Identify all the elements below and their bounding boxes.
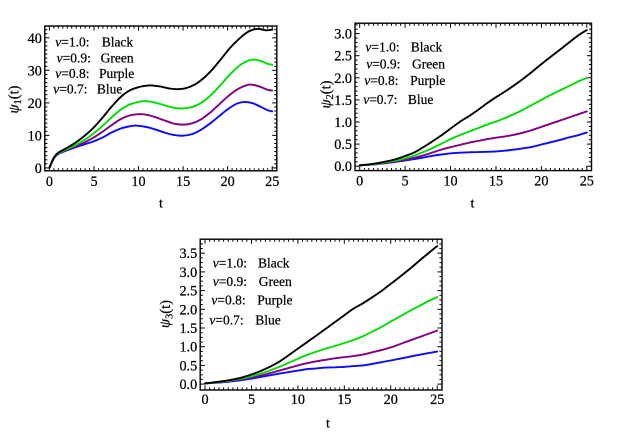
svg-text:0.0: 0.0 [179, 377, 197, 393]
svg-text:ν=0.9:: ν=0.9: [57, 51, 91, 66]
svg-text:Blue: Blue [97, 82, 123, 97]
svg-text:40: 40 [28, 31, 42, 47]
svg-text:5: 5 [248, 392, 255, 408]
svg-text:1.5: 1.5 [179, 321, 197, 337]
svg-text:25: 25 [430, 392, 444, 408]
svg-text:1.0: 1.0 [179, 340, 197, 356]
svg-text:Green: Green [412, 57, 445, 72]
svg-text:10: 10 [28, 128, 42, 144]
svg-text:Blue: Blue [255, 313, 281, 328]
svg-text:20: 20 [221, 174, 235, 190]
svg-text:ν=0.9:: ν=0.9: [213, 274, 247, 289]
svg-text:2.0: 2.0 [179, 302, 197, 318]
svg-text:1.0: 1.0 [334, 115, 352, 131]
svg-text:15: 15 [337, 392, 351, 408]
svg-text:ν=0.7:: ν=0.7: [363, 92, 397, 107]
svg-text:Purple: Purple [257, 293, 292, 308]
svg-text:Purple: Purple [410, 73, 445, 88]
svg-text:3.0: 3.0 [179, 265, 197, 281]
svg-text:ν=0.8:: ν=0.8: [364, 73, 398, 88]
svg-text:t: t [326, 417, 330, 432]
svg-text:5: 5 [402, 174, 409, 190]
svg-text:ν=1.0:: ν=1.0: [365, 40, 399, 55]
svg-text:2.5: 2.5 [334, 49, 352, 65]
svg-text:2.5: 2.5 [179, 284, 197, 300]
svg-text:3.0: 3.0 [334, 27, 352, 43]
svg-text:10: 10 [291, 392, 305, 408]
svg-text:ν=0.7:: ν=0.7: [209, 313, 243, 328]
svg-text:3.5: 3.5 [179, 246, 197, 262]
svg-text:ψ2(t): ψ2(t) [318, 80, 336, 108]
svg-text:Black: Black [102, 34, 134, 49]
svg-text:Purple: Purple [99, 66, 134, 81]
svg-text:5: 5 [90, 174, 97, 190]
svg-text:30: 30 [28, 63, 42, 79]
svg-text:15: 15 [176, 174, 190, 190]
svg-text:t: t [470, 197, 474, 212]
svg-text:Green: Green [101, 51, 134, 66]
svg-text:15: 15 [489, 174, 503, 190]
svg-text:ψ1(t): ψ1(t) [7, 85, 25, 113]
svg-text:ν=0.7:: ν=0.7: [53, 82, 87, 97]
svg-text:Green: Green [259, 274, 292, 289]
svg-text:ψ3(t): ψ3(t) [158, 300, 176, 328]
svg-text:t: t [159, 197, 163, 212]
svg-text:Blue: Blue [408, 92, 434, 107]
svg-text:20: 20 [28, 96, 42, 112]
svg-text:ν=0.8:: ν=0.8: [211, 293, 245, 308]
svg-text:0: 0 [35, 161, 42, 177]
svg-text:10: 10 [443, 174, 457, 190]
svg-text:2.0: 2.0 [334, 71, 352, 87]
svg-text:0.5: 0.5 [334, 137, 352, 153]
svg-text:20: 20 [534, 174, 548, 190]
svg-text:0: 0 [201, 392, 208, 408]
svg-text:10: 10 [131, 174, 145, 190]
svg-text:ν=1.0:: ν=1.0: [55, 34, 89, 49]
svg-text:25: 25 [580, 174, 594, 190]
svg-text:20: 20 [384, 392, 398, 408]
svg-text:ν=1.0:: ν=1.0: [213, 256, 247, 271]
svg-text:0: 0 [46, 174, 53, 190]
svg-text:0: 0 [356, 174, 363, 190]
svg-text:1.5: 1.5 [334, 93, 352, 109]
svg-text:ν=0.9:: ν=0.9: [366, 57, 400, 72]
svg-text:0.5: 0.5 [179, 358, 197, 374]
svg-text:25: 25 [265, 174, 279, 190]
svg-text:ν=0.8:: ν=0.8: [55, 66, 89, 81]
svg-text:Black: Black [411, 40, 443, 55]
svg-text:0.0: 0.0 [334, 159, 352, 175]
svg-text:Black: Black [258, 256, 290, 271]
